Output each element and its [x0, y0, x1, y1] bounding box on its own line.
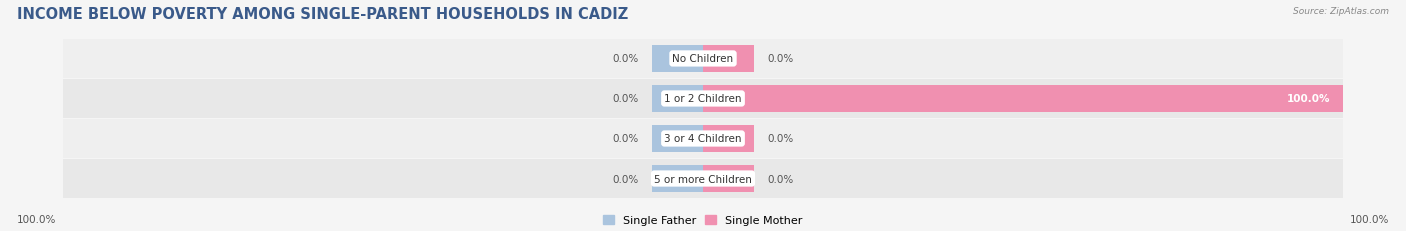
Text: 0.0%: 0.0% [768, 134, 793, 144]
Bar [652, 46, 703, 73]
Bar [703, 46, 754, 73]
Text: 1 or 2 Children: 1 or 2 Children [664, 94, 742, 104]
Text: 0.0%: 0.0% [768, 54, 793, 64]
Bar [703, 165, 754, 192]
Bar [652, 125, 703, 152]
Text: 100.0%: 100.0% [17, 214, 56, 224]
Text: Source: ZipAtlas.com: Source: ZipAtlas.com [1294, 7, 1389, 16]
Bar [652, 85, 703, 113]
Bar [652, 165, 703, 192]
Text: 100.0%: 100.0% [1286, 94, 1330, 104]
Text: 0.0%: 0.0% [613, 54, 640, 64]
Text: No Children: No Children [672, 54, 734, 64]
Text: 0.0%: 0.0% [613, 174, 640, 184]
Bar [703, 85, 1343, 113]
Text: 100.0%: 100.0% [1350, 214, 1389, 224]
Text: 3 or 4 Children: 3 or 4 Children [664, 134, 742, 144]
Text: 0.0%: 0.0% [613, 94, 640, 104]
Text: 0.0%: 0.0% [768, 174, 793, 184]
Text: INCOME BELOW POVERTY AMONG SINGLE-PARENT HOUSEHOLDS IN CADIZ: INCOME BELOW POVERTY AMONG SINGLE-PARENT… [17, 7, 628, 22]
Bar [703, 125, 754, 152]
Text: 0.0%: 0.0% [613, 134, 640, 144]
Text: 5 or more Children: 5 or more Children [654, 174, 752, 184]
Legend: Single Father, Single Mother: Single Father, Single Mother [603, 215, 803, 225]
